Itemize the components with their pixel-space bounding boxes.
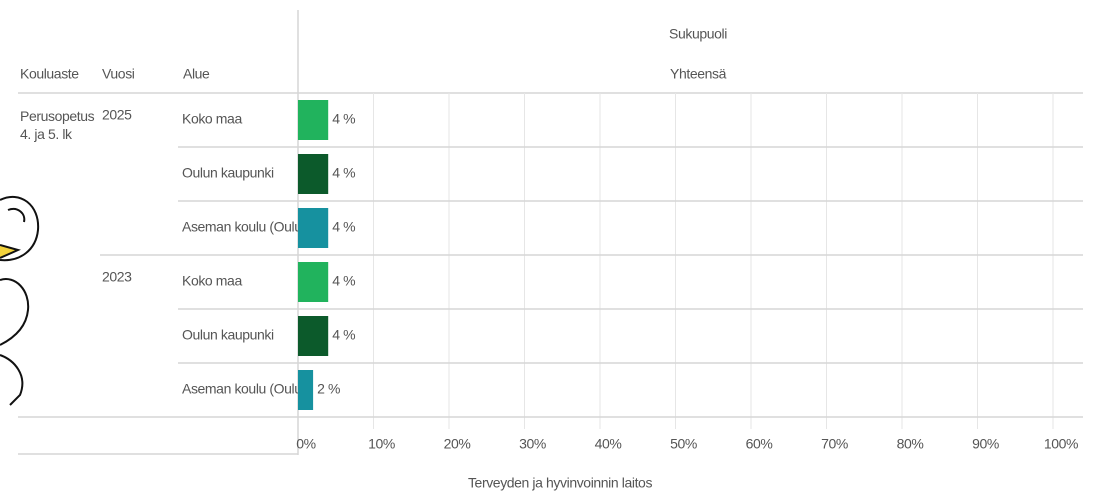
value-label: 4 % bbox=[332, 111, 355, 127]
value-label: 4 % bbox=[332, 165, 355, 181]
category-label: Oulun kaupunki bbox=[182, 165, 274, 181]
source: Terveyden ja hyvinvoinnin laitos bbox=[468, 475, 652, 491]
legend-entry: Yhteensä bbox=[670, 66, 727, 82]
school-level-cell: Perusopetus 4. ja 5. lk bbox=[20, 108, 95, 142]
bar bbox=[298, 208, 329, 248]
x-tick-label: 70% bbox=[821, 436, 848, 452]
bar bbox=[298, 154, 329, 194]
category-label: Koko maa bbox=[182, 273, 242, 289]
x-tick-label: 10% bbox=[368, 436, 395, 452]
x-tick-label: 80% bbox=[897, 436, 924, 452]
x-tick-label: 60% bbox=[746, 436, 773, 452]
value-label: 4 % bbox=[332, 219, 355, 235]
x-tick-label: 50% bbox=[670, 436, 697, 452]
bar bbox=[298, 370, 314, 410]
year: 2023 bbox=[102, 269, 132, 285]
category-label: Koko maa bbox=[182, 111, 242, 127]
x-tick-label: 20% bbox=[444, 436, 471, 452]
x-tick-label: 30% bbox=[519, 436, 546, 452]
value-label: 4 % bbox=[332, 273, 355, 289]
category-label: Oulun kaupunki bbox=[182, 327, 274, 343]
bar bbox=[298, 316, 329, 356]
school-level: Perusopetus 4. ja 5. lk bbox=[20, 108, 95, 142]
x-tick-label: 40% bbox=[595, 436, 622, 452]
x-tick-label: 90% bbox=[972, 436, 999, 452]
bar bbox=[298, 262, 329, 302]
value-label: 4 % bbox=[332, 327, 355, 343]
year: 2025 bbox=[102, 107, 132, 123]
column-header: Alue bbox=[183, 66, 210, 82]
series-header: Sukupuoli bbox=[669, 26, 727, 42]
cartoon bbox=[0, 195, 40, 406]
value-label: 2 % bbox=[317, 381, 340, 397]
category-label: Aseman koulu (Oulu) bbox=[182, 219, 306, 235]
x-tick-label: 0% bbox=[296, 436, 315, 452]
bar bbox=[298, 100, 329, 140]
column-header: Kouluaste bbox=[20, 66, 79, 82]
x-tick-label: 100% bbox=[1044, 436, 1078, 452]
category-label: Aseman koulu (Oulu) bbox=[182, 381, 306, 397]
column-header: Vuosi bbox=[102, 66, 135, 82]
